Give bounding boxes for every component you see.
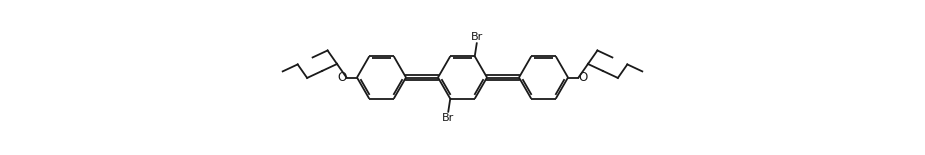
Text: O: O — [338, 71, 347, 84]
Text: Br: Br — [471, 32, 483, 42]
Text: O: O — [578, 71, 587, 84]
Text: Br: Br — [442, 113, 454, 123]
